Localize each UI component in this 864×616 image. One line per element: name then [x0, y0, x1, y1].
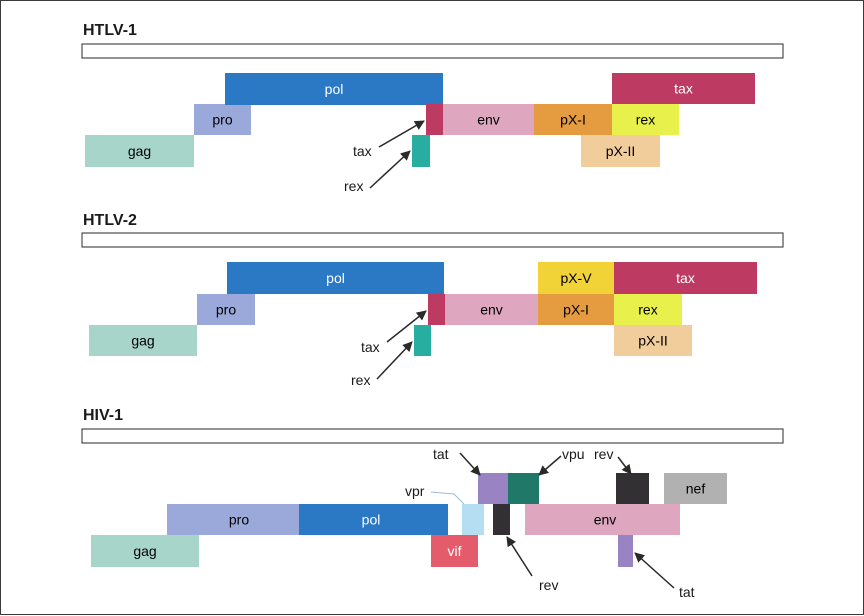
gene-px-i: pX-I [534, 104, 612, 135]
gene-rev-exon [616, 473, 649, 504]
arrow [617, 456, 632, 475]
gene-vif: vif [431, 535, 478, 567]
gene-label: pX-I [560, 112, 586, 128]
arrow [386, 310, 427, 343]
gene-label: tax [676, 270, 695, 286]
section-htlv1: HTLV-1 gag pro pol env pX-I rex [81, 22, 784, 194]
gene-gag: gag [91, 535, 199, 567]
arrow [459, 452, 481, 476]
genome-bar [81, 232, 784, 248]
gene-gag: gag [85, 135, 194, 167]
gene-label: gag [128, 143, 151, 159]
gene-label: pX-V [560, 270, 592, 286]
annotation-rev: rev [594, 446, 613, 462]
annotation-tat: tat [433, 446, 449, 462]
gene-label: vif [448, 543, 462, 559]
gene-px-i: pX-I [538, 294, 614, 325]
section-title: HTLV-1 [83, 22, 137, 39]
gene-label: gag [131, 333, 154, 349]
gene-px-v: pX-V [538, 262, 614, 294]
arrow [369, 150, 411, 189]
arrow [376, 341, 413, 380]
gene-vpu [508, 473, 539, 504]
gene-label: env [480, 302, 503, 318]
gene-pro: pro [194, 104, 251, 135]
gene-label: rex [636, 112, 655, 128]
annotation-vpu: vpu [562, 446, 585, 462]
gene-tax-exon [428, 294, 445, 325]
annotation-tax: tax [361, 339, 380, 355]
annotation-rex: rex [351, 372, 370, 388]
gene-label: pro [212, 112, 232, 128]
gene-env: env [525, 504, 680, 535]
annotation-tax: tax [353, 143, 372, 159]
gene-rev-exon [493, 504, 510, 535]
arrow [634, 552, 675, 589]
gene-rex-exon [412, 135, 430, 167]
gene-label: gag [133, 543, 156, 559]
genome-bar [81, 43, 784, 59]
gene-gag: gag [89, 325, 197, 356]
gene-px-ii: pX-II [614, 325, 692, 356]
section-hiv1: HIV-1 gag pro pol vif env nef [81, 407, 784, 600]
arrow [538, 455, 562, 476]
gene-label: pX-II [638, 333, 668, 349]
gene-pol: pol [225, 73, 443, 105]
section-htlv2: HTLV-2 gag pro pol env pX-V tax [81, 212, 784, 388]
gene-vpr [462, 504, 484, 535]
gene-label: env [594, 512, 617, 528]
gene-tax: tax [614, 262, 757, 294]
gene-label: pX-II [606, 143, 636, 159]
gene-label: pro [216, 302, 236, 318]
gene-pol: pol [299, 504, 448, 535]
pointer-line [430, 491, 465, 505]
annotation-rex: rex [344, 178, 363, 194]
arrow [378, 120, 425, 148]
annotation-tat: tat [679, 584, 695, 600]
gene-label: pol [326, 270, 345, 286]
gene-pro: pro [167, 504, 299, 535]
gene-label: pol [362, 512, 381, 528]
gene-rex: rex [614, 294, 682, 325]
gene-rex-exon [414, 325, 431, 356]
gene-env: env [445, 294, 538, 325]
genome-bar [81, 428, 784, 444]
gene-tat-exon [478, 473, 508, 504]
gene-rex: rex [612, 104, 679, 135]
gene-label: pro [229, 512, 249, 528]
gene-env: env [443, 104, 534, 135]
gene-label: pX-I [563, 302, 589, 318]
section-title: HIV-1 [83, 407, 123, 424]
gene-pol: pol [227, 262, 444, 294]
gene-label: rex [638, 302, 657, 318]
arrow [506, 536, 533, 577]
gene-label: nef [686, 481, 706, 497]
gene-tax: tax [612, 73, 755, 104]
gene-label: pol [325, 81, 344, 97]
gene-pro: pro [197, 294, 255, 325]
section-title: HTLV-2 [83, 212, 137, 229]
gene-label: env [477, 112, 500, 128]
annotation-vpr: vpr [405, 483, 425, 499]
gene-nef: nef [664, 473, 727, 504]
annotation-rev: rev [539, 577, 558, 593]
gene-tax-exon [426, 104, 443, 135]
gene-px-ii: pX-II [581, 135, 660, 167]
gene-label: tax [674, 81, 693, 97]
gene-tat-exon [618, 535, 633, 567]
